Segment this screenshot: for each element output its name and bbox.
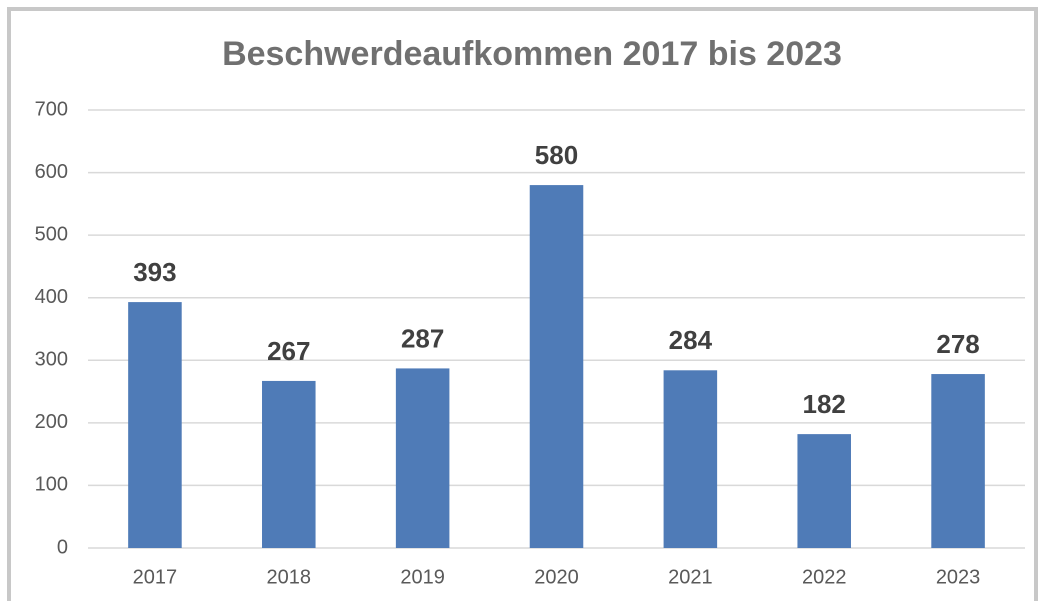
x-tick-label: 2017 (133, 566, 178, 588)
y-tick-label: 500 (35, 223, 68, 245)
value-label: 284 (669, 325, 713, 355)
y-tick-label: 600 (35, 161, 68, 183)
x-tick-label: 2022 (802, 566, 847, 588)
y-tick-label: 700 (35, 98, 68, 120)
x-tick-label: 2019 (400, 566, 445, 588)
bar (128, 302, 182, 548)
y-tick-label: 0 (57, 536, 68, 558)
bar (931, 374, 985, 548)
x-tick-label: 2020 (534, 566, 579, 588)
value-label: 287 (401, 323, 444, 353)
value-label: 267 (267, 336, 310, 366)
x-tick-label: 2021 (668, 566, 713, 588)
x-tick-label: 2023 (936, 566, 981, 588)
value-label: 182 (803, 389, 846, 419)
value-label: 580 (535, 140, 578, 170)
x-tick-label: 2018 (267, 566, 312, 588)
chart-title: Beschwerdeaufkommen 2017 bis 2023 (222, 35, 842, 73)
value-label: 393 (133, 257, 176, 287)
bar (663, 370, 718, 548)
y-tick-label: 100 (35, 474, 68, 496)
y-tick-label: 200 (35, 411, 68, 433)
value-label: 278 (936, 329, 979, 359)
bar (262, 380, 316, 548)
y-tick-label: 300 (35, 349, 68, 371)
bar (395, 368, 450, 548)
y-tick-label: 400 (35, 286, 68, 308)
bar (797, 434, 851, 548)
bar (529, 185, 584, 549)
